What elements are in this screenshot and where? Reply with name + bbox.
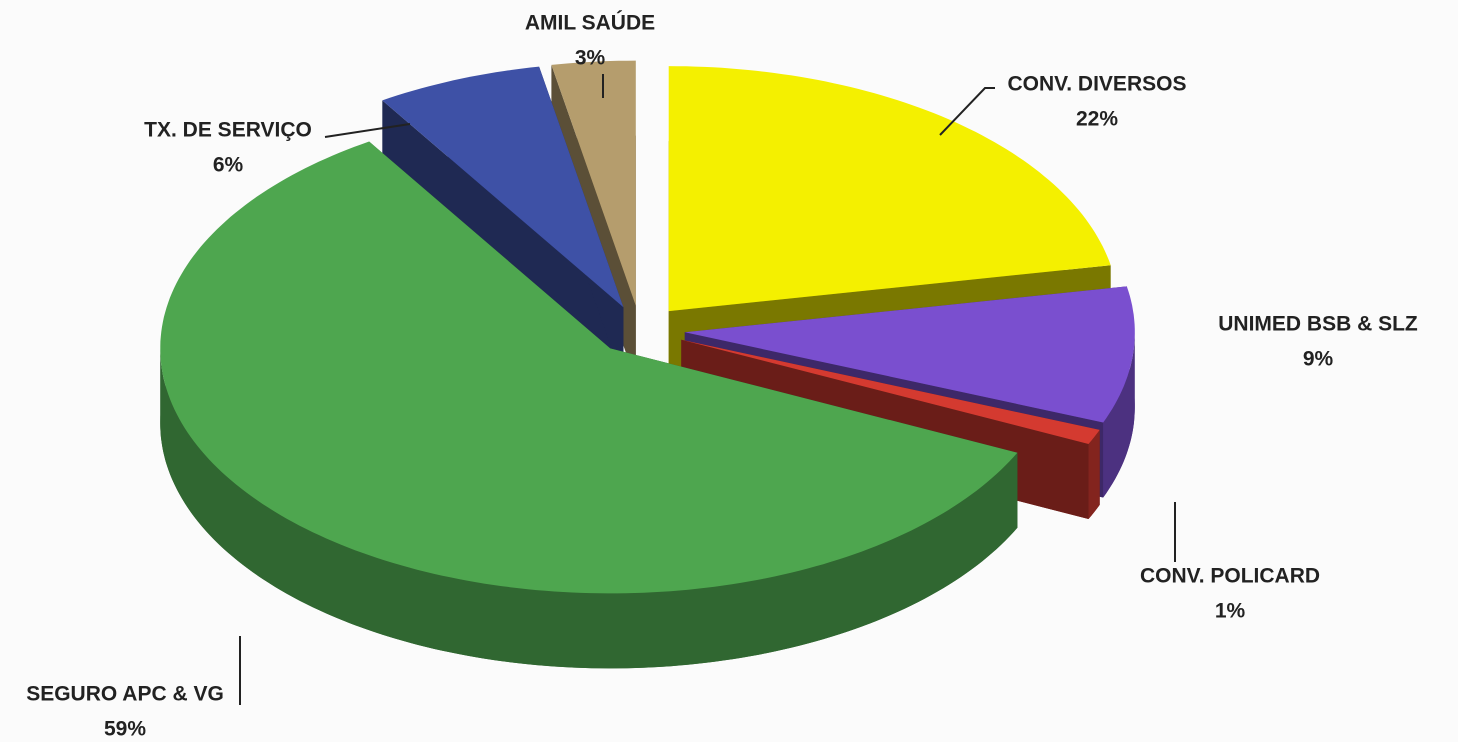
leader-line (939, 87, 995, 136)
data-label-value: 59% (104, 718, 146, 741)
slice (551, 60, 636, 306)
data-label-value: 9% (1303, 348, 1334, 371)
slice-side (1088, 429, 1100, 519)
slice (681, 339, 1100, 444)
data-label-value: 22% (1076, 108, 1118, 131)
data-label-name: CONV. DIVERSOS (1008, 73, 1187, 96)
data-label-name: CONV. POLICARD (1140, 565, 1320, 588)
slice (668, 66, 1111, 312)
data-label-value: 3% (575, 47, 606, 70)
slice (160, 141, 1018, 594)
data-label-name: AMIL SAÚDE (525, 11, 655, 35)
data-label-name: SEGURO APC & VG (26, 683, 224, 706)
slice-side (1103, 332, 1135, 498)
data-label-name: UNIMED BSB & SLZ (1218, 313, 1418, 336)
data-label-name: TX. DE SERVIÇO (144, 119, 312, 142)
slice (382, 66, 624, 308)
leader-line (324, 123, 411, 138)
slice-side (160, 348, 1018, 669)
data-label-value: 1% (1215, 600, 1246, 623)
slice (684, 286, 1135, 423)
data-label-value: 6% (213, 154, 244, 177)
